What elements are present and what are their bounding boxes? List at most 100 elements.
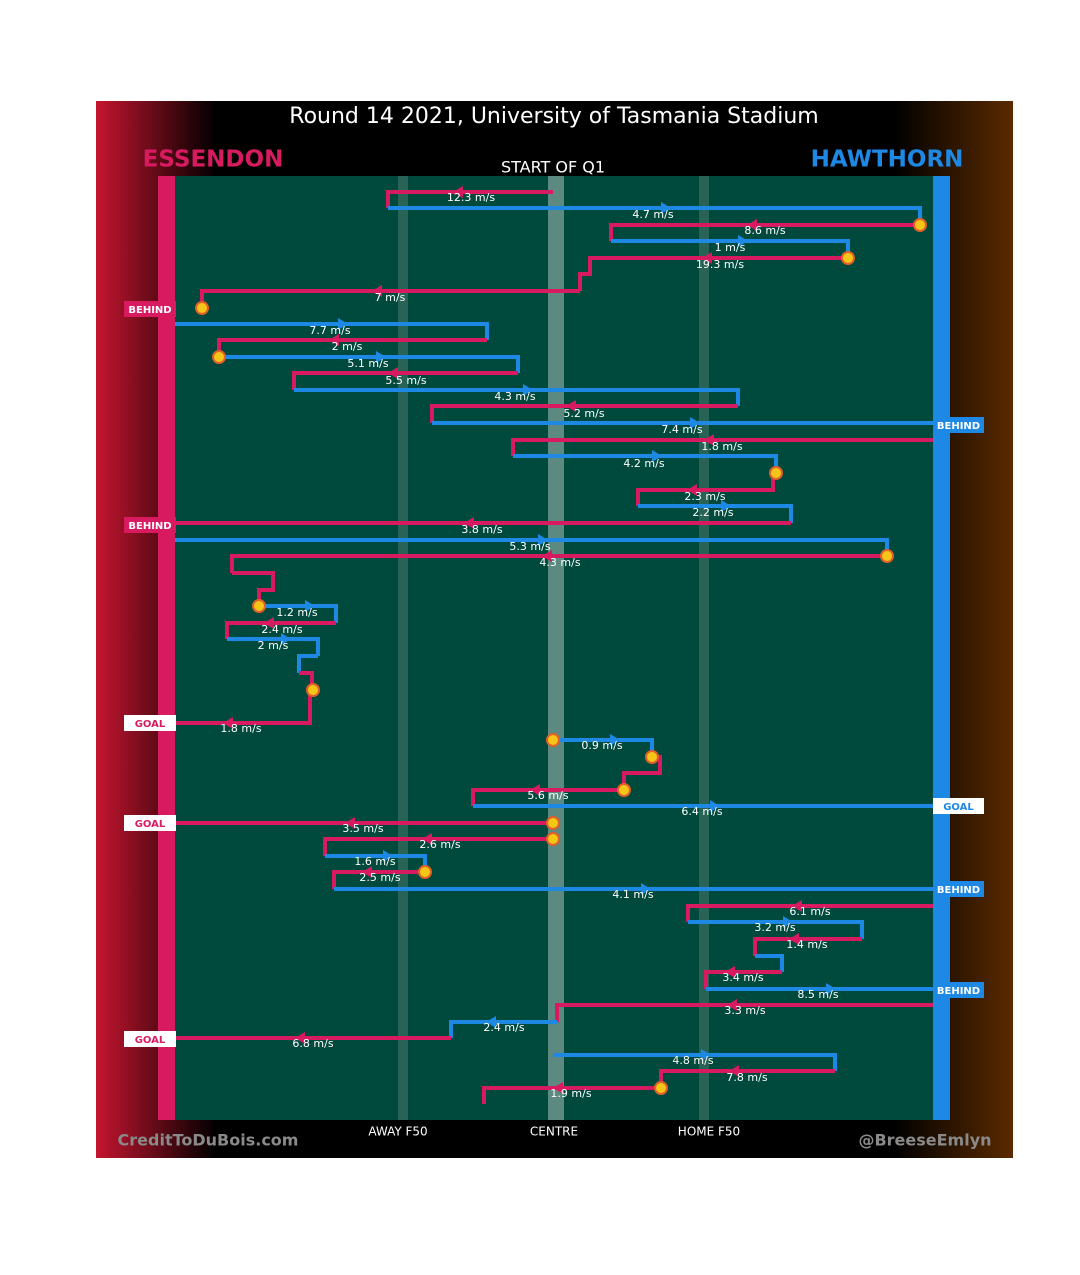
kick-speed: 1.9 m/s <box>550 1087 591 1100</box>
kick-speed: 5.1 m/s <box>347 357 388 370</box>
contest-dot <box>617 783 631 797</box>
kick-arrow <box>264 617 274 629</box>
title: Round 14 2021, University of Tasmania St… <box>289 104 818 129</box>
kick-arrow <box>305 600 315 612</box>
kick-speed: 7.8 m/s <box>726 1071 767 1084</box>
kick-line <box>259 604 338 623</box>
kick-speed: 1.8 m/s <box>220 722 261 735</box>
event-box <box>124 301 176 317</box>
kick-arrow <box>738 235 748 247</box>
kick-arrow <box>783 916 793 928</box>
kick-speed: 4.8 m/s <box>672 1054 713 1067</box>
kick-line <box>686 904 933 922</box>
centre-lane <box>548 176 564 1120</box>
kick-arrow <box>523 384 533 396</box>
left-goal-line <box>158 176 175 1120</box>
kick-speed: 1.2 m/s <box>276 606 317 619</box>
credit-right: @BreeseEmlyn <box>858 1131 991 1150</box>
kick-speed: 3.5 m/s <box>342 822 383 835</box>
event-box <box>124 715 176 731</box>
kick-line <box>555 1003 933 1022</box>
kick-arrow <box>687 484 697 496</box>
kick-line <box>482 1086 661 1104</box>
kick-line <box>638 504 793 523</box>
kick-arrow <box>376 351 386 363</box>
kick-arrow <box>661 202 671 214</box>
kick-speed: 4.3 m/s <box>494 390 535 403</box>
kick-speed: 2.3 m/s <box>684 490 725 503</box>
kick-line <box>219 355 520 373</box>
kick-speed: 4.1 m/s <box>612 888 653 901</box>
kick-arrow <box>553 1082 563 1094</box>
kick-arrow <box>704 434 714 446</box>
event-label: BEHIND <box>128 521 171 532</box>
kick-speed: 2.2 m/s <box>692 506 733 519</box>
contest-dot <box>212 350 226 364</box>
kick-arrow <box>538 534 548 546</box>
kick-speed: 2.5 m/s <box>359 871 400 884</box>
kick-arrow <box>727 999 737 1011</box>
event-label: BEHIND <box>128 305 171 316</box>
event-box <box>124 815 176 831</box>
kick-line <box>688 920 864 939</box>
kick-speed: 6.8 m/s <box>292 1037 333 1050</box>
kick-arrow <box>329 334 339 346</box>
kick-arrow <box>486 1016 496 1028</box>
event-label: BEHIND <box>937 421 980 432</box>
kick-arrow <box>702 252 712 264</box>
kick-arrow <box>652 450 662 462</box>
contest-dot <box>546 832 560 846</box>
kick-line <box>511 438 933 456</box>
kick-speed: 5.6 m/s <box>527 789 568 802</box>
kick-speed: 5.2 m/s <box>563 407 604 420</box>
kick-line <box>636 473 775 506</box>
kick-arrow <box>453 186 463 198</box>
kick-line <box>292 371 518 390</box>
kick-arrow <box>725 966 735 978</box>
kick-arrow <box>610 734 620 746</box>
kick-arrow <box>566 400 576 412</box>
kick-speed: 7.4 m/s <box>661 423 702 436</box>
kick-speed: 7.7 m/s <box>309 324 350 337</box>
kick-line <box>225 621 336 639</box>
kick-speed: 4.2 m/s <box>623 457 664 470</box>
zone-label: CENTRE <box>530 1125 578 1139</box>
kick-arrow <box>281 633 291 645</box>
event-label: BEHIND <box>937 885 980 896</box>
kick-speed: 3.3 m/s <box>724 1004 765 1017</box>
kick-line <box>386 190 553 208</box>
contest-dot <box>645 750 659 764</box>
kick-arrow <box>729 1065 739 1077</box>
team-right: HAWTHORN <box>811 147 964 173</box>
kick-line <box>471 788 624 806</box>
kick-speed: 2 m/s <box>332 340 363 353</box>
kick-line <box>323 837 553 856</box>
kick-line <box>753 937 862 956</box>
kick-speed: 3.2 m/s <box>754 921 795 934</box>
kick-arrow <box>422 833 432 845</box>
kick-arrow <box>372 285 382 297</box>
zone-label: HOME F50 <box>678 1125 740 1139</box>
event-box <box>124 517 176 533</box>
kick-arrow <box>789 933 799 945</box>
event-box <box>933 798 984 814</box>
home-f50-lane <box>699 176 709 1120</box>
kick-speed: 12.3 m/s <box>447 191 495 204</box>
kick-speed: 4.7 m/s <box>632 208 673 221</box>
contest-dot <box>306 683 320 697</box>
kick-arrow <box>690 417 700 429</box>
kick-line <box>332 870 425 889</box>
kick-line <box>230 554 887 573</box>
kick-speed: 6.4 m/s <box>681 805 722 818</box>
contest-dot <box>654 1081 668 1095</box>
event-label: BEHIND <box>937 986 980 997</box>
kick-speed: 2.4 m/s <box>261 623 302 636</box>
away-f50-lane <box>398 176 408 1120</box>
kick-line <box>294 388 740 406</box>
kick-arrow <box>223 717 233 729</box>
credit-left: CreditToDuBois.com <box>118 1131 299 1150</box>
kick-line <box>175 322 489 340</box>
contest-dot <box>913 218 927 232</box>
event-box <box>933 982 984 998</box>
kick-speed: 4.3 m/s <box>539 556 580 569</box>
